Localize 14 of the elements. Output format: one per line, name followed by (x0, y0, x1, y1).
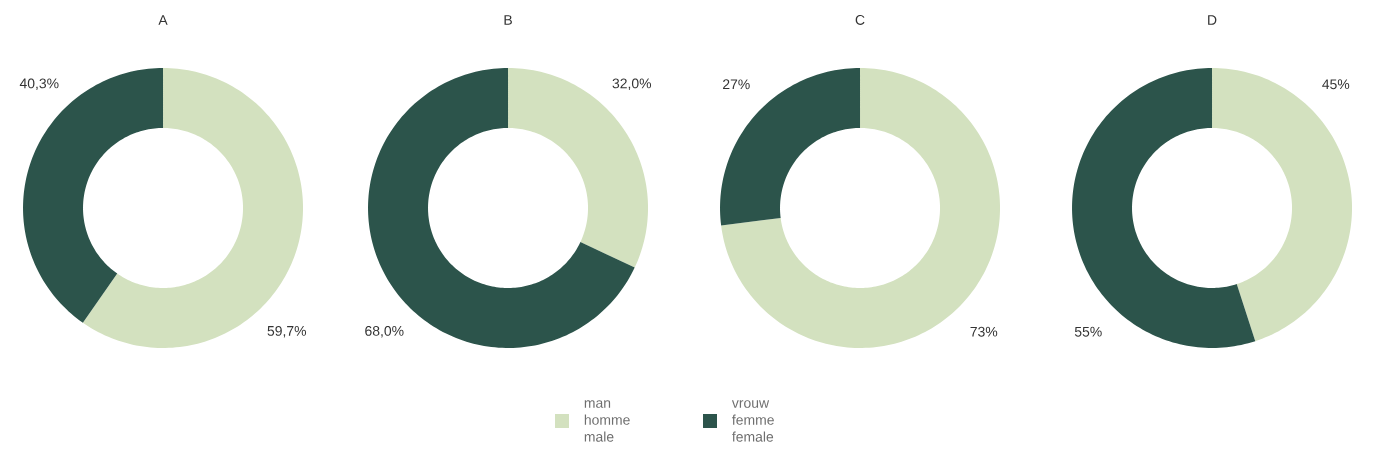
chart-title: C (855, 15, 865, 25)
chart-title: D (1208, 15, 1217, 25)
data-label: 32,0% (612, 78, 652, 90)
chart-title: B (504, 15, 512, 25)
data-label: 27% (723, 79, 750, 90)
data-label: 55% (1074, 326, 1102, 337)
data-label: 59,7% (267, 325, 307, 338)
legend-label: man homme male (584, 400, 630, 442)
data-label: 45% (1322, 79, 1350, 90)
data-label: 40,3% (19, 78, 59, 90)
data-label: 73% (970, 326, 998, 337)
data-label: 68,0% (365, 325, 404, 338)
chart-title: A (158, 15, 168, 25)
legend-label: vrouw femme female (731, 400, 774, 442)
